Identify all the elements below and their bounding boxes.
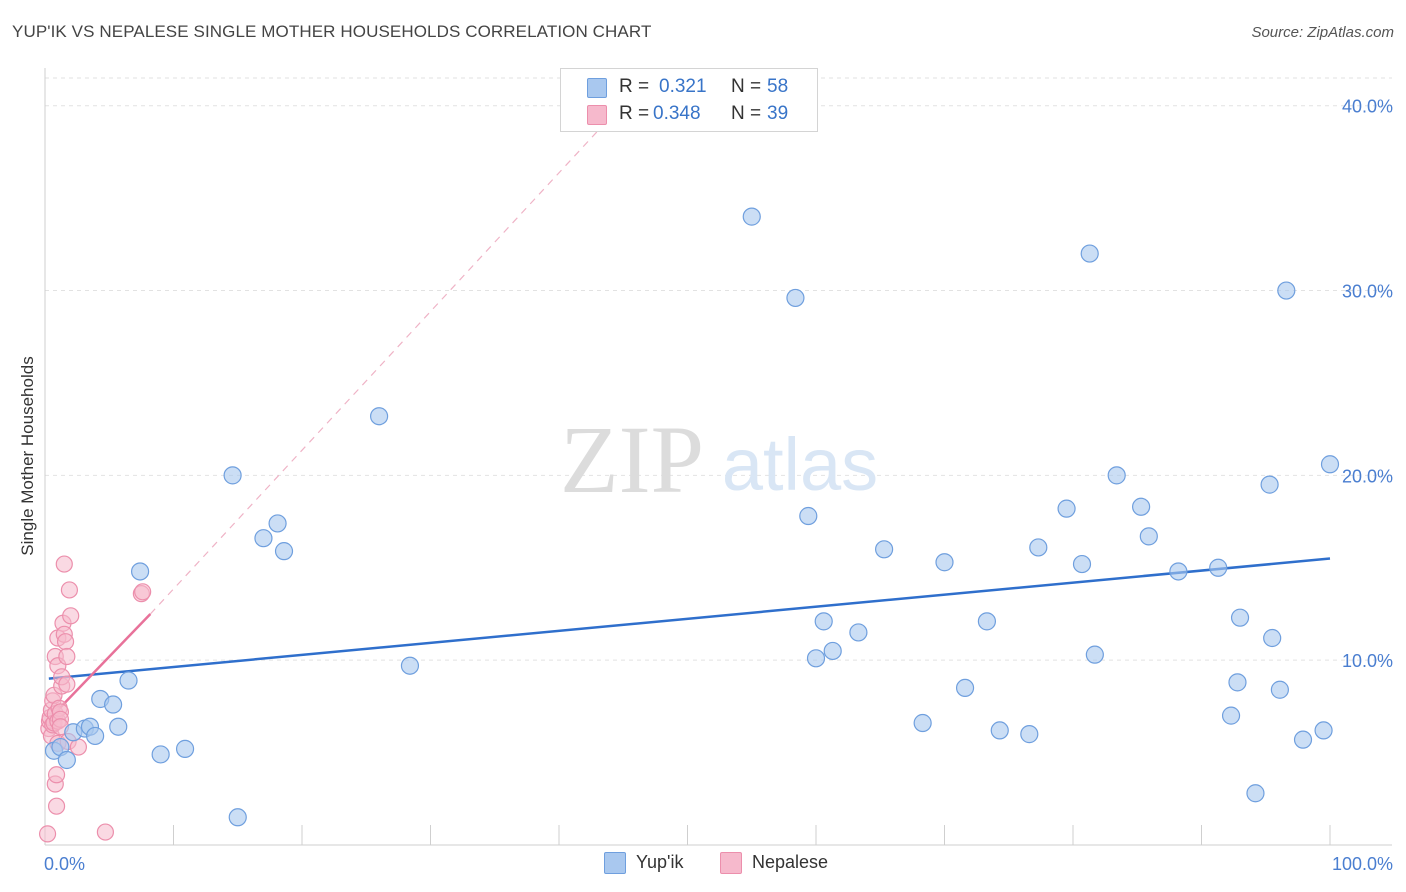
legend-n-label: N = [731, 103, 762, 124]
y-tick-label: 40.0% [1342, 97, 1393, 117]
trend-line-yupik [48, 557, 1331, 680]
point-yupik [990, 721, 1009, 740]
point-yupik [1230, 608, 1250, 627]
point-yupik [1277, 281, 1296, 300]
point-yupik [119, 671, 138, 690]
y-tick-label: 20.0% [1342, 466, 1393, 486]
point-yupik [1263, 628, 1282, 648]
point-nepalese [56, 633, 75, 651]
legend-swatch-yupik [587, 78, 607, 98]
legend-n-label: N = [731, 76, 762, 97]
point-nepalese [60, 581, 79, 599]
point-yupik [799, 506, 818, 526]
point-yupik [151, 745, 170, 764]
point-yupik [254, 529, 273, 548]
point-nepalese [69, 738, 88, 756]
point-yupik [1132, 497, 1151, 516]
legend-r-value-yupik: 0.321 [659, 76, 707, 97]
point-yupik [1080, 244, 1099, 263]
point-yupik [1270, 680, 1289, 699]
legend-n-value-yupik: 58 [767, 76, 789, 97]
point-yupik [104, 695, 123, 714]
point-yupik [175, 739, 195, 758]
y-tick-label: 30.0% [1342, 282, 1393, 302]
point-nepalese [58, 647, 76, 666]
watermark-atlas: atlas [722, 423, 878, 506]
stats-legend: R = 0.321 N = 58 R = 0.348 N = 39 [560, 68, 818, 132]
point-nepalese [47, 766, 66, 784]
point-yupik [57, 750, 76, 770]
point-yupik [823, 641, 842, 661]
tick-labels: 10.0% 20.0% 30.0% 40.0% 0.0% 100.0% [44, 97, 1393, 874]
series-swatch-yupik [604, 852, 626, 874]
point-yupik [1169, 562, 1188, 581]
point-yupik [875, 540, 894, 559]
point-yupik [1293, 730, 1313, 749]
series-legend-label: Yup'ik [636, 852, 684, 872]
point-yupik [1029, 538, 1048, 557]
legend-r-label: R = [619, 103, 650, 124]
legend-swatch-nepalese [587, 105, 607, 125]
point-nepalese [38, 825, 57, 843]
x-tick-label: 0.0% [44, 854, 85, 874]
point-yupik [806, 649, 826, 668]
point-yupik [955, 678, 975, 698]
point-yupik [977, 612, 997, 631]
point-nepalese [58, 675, 76, 693]
point-yupik [1057, 499, 1076, 518]
point-nepalese [134, 583, 152, 601]
point-yupik [1072, 554, 1092, 574]
x-tick-label: 100.0% [1332, 854, 1393, 874]
point-yupik [268, 514, 287, 533]
point-nepalese [62, 607, 80, 625]
legend-r-value-nepalese: 0.348 [653, 103, 701, 124]
point-yupik [86, 726, 105, 746]
point-yupik [1314, 721, 1333, 740]
source-label: Source: ZipAtlas.com [1251, 24, 1394, 41]
point-yupik [228, 808, 247, 827]
point-yupik [1020, 725, 1039, 744]
trend-extension-nepalese [149, 96, 631, 615]
point-yupik [935, 553, 954, 572]
point-nepalese [47, 797, 66, 815]
point-nepalese [96, 823, 114, 841]
watermark: ZIP atlas [560, 406, 878, 513]
legend-r-label: R = [619, 76, 650, 97]
legend-n-value-nepalese: 39 [767, 103, 789, 124]
y-tick-label: 10.0% [1342, 651, 1393, 671]
series-swatch-nepalese [720, 852, 742, 874]
point-yupik [1246, 784, 1265, 803]
chart-title: YUP'IK VS NEPALESE SINGLE MOTHER HOUSEHO… [12, 22, 652, 41]
point-yupik [742, 207, 761, 226]
point-yupik [913, 713, 932, 733]
watermark-zip: ZIP [560, 406, 704, 513]
point-nepalese [55, 555, 73, 573]
data-points [38, 207, 1340, 843]
point-yupik [1139, 527, 1158, 546]
point-yupik [1320, 455, 1340, 474]
point-yupik [814, 612, 833, 631]
axes [44, 68, 1392, 846]
point-yupik [1085, 645, 1104, 664]
point-yupik [1221, 706, 1241, 725]
point-yupik [1228, 673, 1247, 692]
point-yupik [109, 717, 128, 736]
point-yupik [370, 407, 389, 426]
point-yupik [1209, 558, 1228, 577]
point-yupik [849, 623, 868, 642]
y-axis-label: Single Mother Households [18, 356, 37, 556]
trend-line-nepalese [47, 613, 152, 721]
point-yupik [400, 656, 420, 675]
point-yupik [1107, 466, 1126, 485]
point-yupik [223, 466, 242, 485]
point-yupik [1260, 475, 1279, 494]
trend-lines [47, 96, 1331, 721]
point-yupik [274, 542, 294, 561]
point-yupik [130, 562, 150, 581]
series-legend-label: Nepalese [752, 852, 829, 872]
point-yupik [786, 288, 805, 308]
